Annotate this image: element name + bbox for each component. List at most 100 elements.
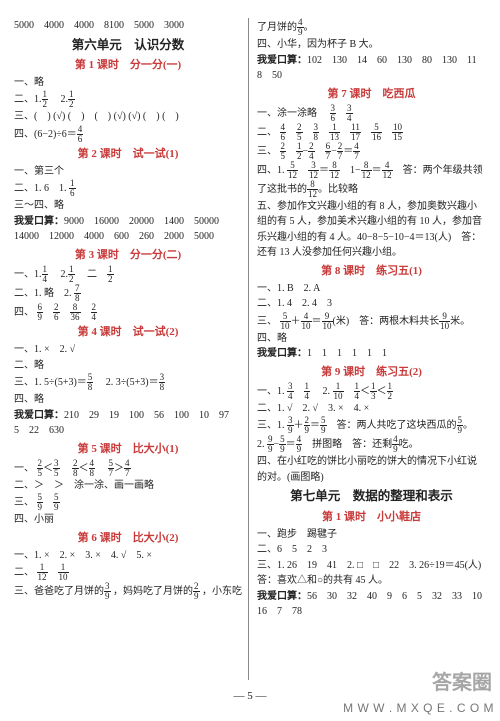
t: 1 1 1 1 1 1 bbox=[307, 348, 387, 359]
l7-r1: 一、涂一涂略 36 34 bbox=[257, 104, 486, 123]
t: 三、 bbox=[14, 497, 34, 508]
r-top1: 了月饼的49。 bbox=[257, 18, 486, 37]
u7l1-r1: 一、跑步 踢毽子 bbox=[257, 527, 486, 543]
t: 四、1. bbox=[257, 164, 285, 175]
l8-r1: 一、1. B 2. A bbox=[257, 281, 486, 297]
l6-r2: 二、 112 110 bbox=[14, 563, 242, 582]
t: 答：两人共吃了这块西瓜的 bbox=[337, 420, 457, 431]
t: 二、1. bbox=[14, 94, 42, 105]
lesson7-title: 第 7 课时 吃西瓜 bbox=[257, 86, 486, 103]
t: 三、 bbox=[257, 145, 277, 156]
t: ，妈妈吃了月饼的 bbox=[113, 586, 193, 597]
t: 米。 bbox=[450, 315, 470, 326]
t: 。 bbox=[463, 420, 473, 431]
l9-r1: 一、1. 34 14 2. 110 14＜13＜12 bbox=[257, 382, 486, 401]
t: ，小东吃 bbox=[202, 586, 242, 597]
l1-r3: 三、( ) (√) ( ) ( ) (√) (√) ( ) ( ) bbox=[14, 109, 242, 125]
t: 我爱口算： bbox=[257, 55, 307, 66]
l5-r2: 二、＞ ＞ 涂一涂、画一画略 bbox=[14, 478, 242, 494]
t: 2. bbox=[51, 94, 69, 105]
r-top-ks: 我爱口算：102 130 14 60 130 80 130 11 8 50 bbox=[257, 53, 486, 84]
t: 三、1. bbox=[257, 420, 285, 431]
l4-r1: 一、1. × 2. √ bbox=[14, 342, 242, 358]
l9-r3b: 2. 99−59＝49 拼图略 答：还剩49吃。 bbox=[257, 435, 486, 454]
lesson6-title: 第 6 课时 比大小(2) bbox=[14, 530, 242, 547]
l9-r4: 四、在小红吃的饼比小丽吃的饼大的情况下小红说的对。(画图略) bbox=[257, 454, 486, 485]
t: 二、 bbox=[14, 567, 34, 578]
l8-ks: 我爱口算：1 1 1 1 1 1 bbox=[257, 346, 486, 362]
t: 我爱口算： bbox=[257, 591, 307, 602]
t: 我爱口算： bbox=[257, 348, 307, 359]
l7-r3: 三、 25 12−24 67−27＝47 bbox=[257, 142, 486, 161]
lesson1-title: 第 1 课时 分一分(一) bbox=[14, 57, 242, 74]
l2-r2: 二、1. 6 1. 16 bbox=[14, 179, 242, 198]
l8-r3: 三、 510＋410＝910(米) 答：两根木料共长910米。 bbox=[257, 312, 486, 331]
l3-r1: 一、1.14 2.12 二 12 bbox=[14, 265, 242, 284]
t: 一、涂一涂略 bbox=[257, 107, 327, 118]
t: 四、 bbox=[14, 307, 34, 318]
left-column: 5000 4000 4000 8100 5000 3000 第六单元 认识分数 … bbox=[14, 18, 249, 680]
t: 2. bbox=[313, 385, 331, 396]
t: 一、 bbox=[14, 462, 34, 473]
r-para: 五、参加作文兴趣小组的有 8 人，参加奥数兴趣小组的有 5 人，参加美术兴趣小组… bbox=[257, 199, 486, 261]
t: 一、1. bbox=[14, 269, 42, 280]
l2-ks: 我爱口算：9000 16000 20000 1400 50000 14000 1… bbox=[14, 214, 242, 245]
t: 答：还剩 bbox=[352, 439, 392, 450]
lesson3-title: 第 3 课时 分一分(二) bbox=[14, 247, 242, 264]
t: 二 bbox=[77, 269, 107, 280]
l5-r1: 一、 25＜35 28＜48 57＞47 bbox=[14, 459, 242, 478]
watermark-logo: 答案圈 bbox=[432, 666, 492, 695]
l8-r2: 二、1. 4 2. 4 3 bbox=[257, 296, 486, 312]
t: 了月饼的 bbox=[257, 22, 297, 33]
u7l1-r2: 二、6 5 2 3 bbox=[257, 542, 486, 558]
l4-r3: 三、1. 5÷(5+3)＝58 2. 3÷(5+3)＝38 bbox=[14, 373, 242, 392]
l4-ks: 我爱口算：210 29 19 100 56 100 10 97 5 22 630 bbox=[14, 408, 242, 439]
t: 2. 3÷(5+3)＝ bbox=[96, 377, 159, 388]
lesson9-title: 第 9 课时 练习五(2) bbox=[257, 364, 486, 381]
t: 二、 bbox=[257, 126, 277, 137]
l6-r3: 三、爸爸吃了月饼的39 ，妈妈吃了月饼的29 ，小东吃 bbox=[14, 582, 242, 601]
l5-r3: 三、 59 59 bbox=[14, 493, 242, 512]
t: (米) 答：两根木料共长 bbox=[333, 315, 440, 326]
t: 我爱口算： bbox=[14, 410, 64, 421]
u7l1-ks: 我爱口算：56 30 32 40 9 6 5 32 33 10 16 7 78 bbox=[257, 589, 486, 620]
right-column: 了月饼的49。 四、小华，因为杯子 B 大。 我爱口算：102 130 14 6… bbox=[251, 18, 486, 680]
l1-r2: 二、1.12 2.12 bbox=[14, 90, 242, 109]
l1-r4: 四、(6−2)÷6＝46 bbox=[14, 125, 242, 144]
u7l1-r3: 三、1. 26 19 41 2. □ □ 22 3. 26÷19＝45(人) 答… bbox=[257, 558, 486, 589]
t: 二、1. 6 1. bbox=[14, 183, 69, 194]
t: 2. bbox=[257, 439, 265, 450]
page-footer: — 5 — bbox=[0, 688, 500, 702]
t: 一、1. bbox=[257, 385, 285, 396]
t: 三、爸爸吃了月饼的 bbox=[14, 586, 104, 597]
t: 三、 bbox=[257, 315, 277, 326]
lesson2-title: 第 2 课时 试一试(1) bbox=[14, 146, 242, 163]
l6-r1: 一、1. × 2. × 3. × 4. √ 5. × bbox=[14, 548, 242, 564]
t: 比较略 bbox=[328, 183, 358, 194]
l2-r1: 一、第三个 bbox=[14, 164, 242, 180]
r-top2: 四、小华，因为杯子 B 大。 bbox=[257, 37, 486, 53]
l2-r3: 三～四、略 bbox=[14, 198, 242, 214]
l4-r4: 四、略 bbox=[14, 392, 242, 408]
l9-r2: 二、1. √ 2. √ 3. × 4. × bbox=[257, 401, 486, 417]
l1-r1: 一、略 bbox=[14, 75, 242, 91]
top-numbers: 5000 4000 4000 8100 5000 3000 bbox=[14, 18, 242, 34]
l7-r2: 二、 46 25 38 113 1117 516 1015 bbox=[257, 123, 486, 142]
watermark-url: M W W . M X Q E . C O M bbox=[343, 701, 494, 715]
l7-r4: 四、1. 512 312＝812 1−812＝412 答：两个年级共领了这批书的… bbox=[257, 161, 486, 199]
t: 四、(6−2)÷6＝ bbox=[14, 129, 77, 140]
lesson5-title: 第 5 课时 比大小(1) bbox=[14, 441, 242, 458]
t: 2. bbox=[51, 269, 69, 280]
t: 二、1. 略 2. bbox=[14, 288, 72, 299]
u7l1-title: 第 1 课时 小小鞋店 bbox=[257, 509, 486, 526]
l3-r3: 四、 69 26 836 24 bbox=[14, 303, 242, 322]
t: 我爱口算： bbox=[14, 216, 64, 227]
l8-r4: 四、略 bbox=[257, 331, 486, 347]
unit6-title: 第六单元 认识分数 bbox=[14, 36, 242, 55]
lesson4-title: 第 4 课时 试一试(2) bbox=[14, 324, 242, 341]
l3-r2: 二、1. 略 2. 78 bbox=[14, 284, 242, 303]
l5-r4: 四、小丽 bbox=[14, 512, 242, 528]
unit7-title: 第七单元 数据的整理和表示 bbox=[257, 487, 486, 506]
lesson8-title: 第 8 课时 练习五(1) bbox=[257, 263, 486, 280]
t: 三、1. 5÷(5+3)＝ bbox=[14, 377, 87, 388]
